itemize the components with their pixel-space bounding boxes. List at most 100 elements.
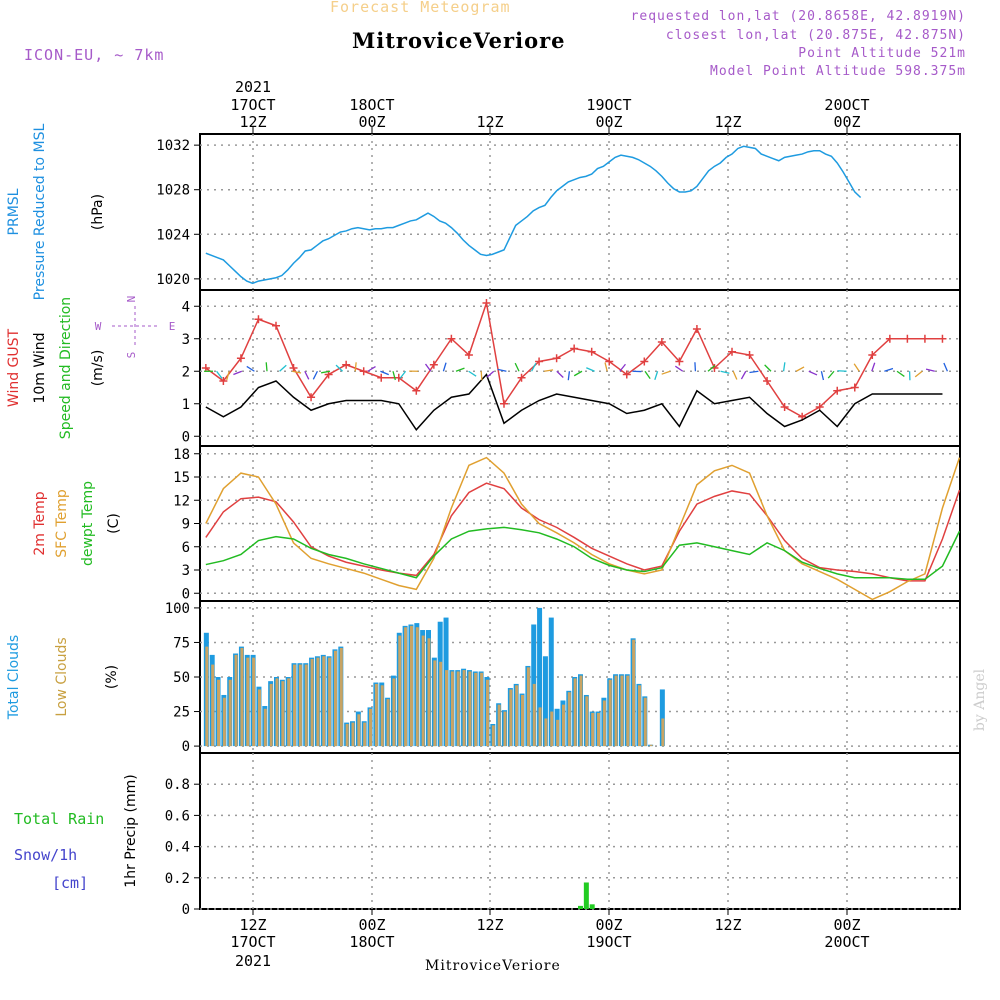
bar-clouds	[217, 679, 221, 747]
y-tick-label: 25	[173, 705, 190, 721]
series-line-pressure	[205, 145, 862, 285]
gust-marker	[868, 351, 877, 359]
wind-direction-arrow	[943, 362, 948, 372]
bar-clouds	[409, 625, 413, 747]
y-tick-label: 50	[173, 670, 190, 686]
legend-total-rain: Total Rain	[14, 810, 104, 828]
y-tick-label: 2	[182, 364, 190, 380]
wind-direction-arrow	[884, 367, 894, 372]
y-axis-label: 1hr Precip (mm)	[123, 774, 139, 887]
bar-clouds	[345, 723, 349, 747]
panel-pressure: 1020 1024 1028 1032 PRMSL Pressure Reduced to…	[6, 123, 961, 300]
gust-marker	[482, 299, 491, 307]
bar-clouds	[509, 689, 513, 747]
gust-marker	[938, 334, 947, 343]
bottom-date-label: 17OCT	[230, 933, 275, 951]
y-tick-label: 0.2	[165, 871, 190, 887]
bottom-date-label: 18OCT	[349, 933, 394, 951]
panel-frame	[199, 752, 961, 910]
wind-direction-arrow	[556, 370, 564, 378]
bar-clouds	[211, 664, 215, 747]
y-tick-label: 1032	[156, 138, 190, 154]
top-date-label: 18OCT	[349, 96, 394, 114]
bar-clouds	[322, 656, 326, 747]
compass-e: E	[169, 320, 176, 333]
bar-clouds	[392, 678, 396, 747]
wind-direction-arrow	[354, 362, 357, 372]
bar-clouds	[240, 647, 244, 747]
bar-clouds	[421, 635, 425, 747]
gust-marker	[622, 370, 631, 379]
wind-direction-arrow	[567, 371, 571, 381]
bar-clouds	[222, 697, 226, 747]
wind-direction-arrow	[480, 371, 483, 381]
y-tick-label: 18	[173, 447, 190, 463]
y-tick-label: 1024	[156, 227, 190, 243]
bar-clouds	[561, 704, 565, 747]
y-axis-label: 10m Wind	[32, 332, 48, 403]
bar-clouds	[602, 700, 606, 747]
wind-direction-arrow	[764, 364, 772, 372]
wind-direction-arrow	[304, 370, 310, 380]
bar-clouds	[298, 664, 302, 747]
y-tick-label: 0	[182, 739, 190, 755]
wind-direction-arrow	[380, 370, 389, 376]
bar-clouds	[474, 672, 478, 747]
bar-clouds	[275, 678, 279, 747]
model-altitude: Model Point Altitude 598.375m	[710, 64, 966, 79]
bar-clouds	[544, 718, 548, 747]
y-tick-label: 1020	[156, 272, 190, 288]
bar-clouds	[620, 675, 624, 747]
bar-clouds	[532, 683, 536, 747]
wind-direction-arrow	[871, 362, 876, 372]
bottom-date-label: 20OCT	[824, 933, 869, 951]
bar-precip	[589, 904, 595, 909]
gust-marker	[780, 403, 789, 411]
y-axis-label: SFC Temp	[54, 489, 70, 558]
wind-direction-arrow	[661, 370, 671, 375]
wind-direction-arrow	[424, 363, 432, 372]
legend-snow: Snow/1h	[14, 846, 77, 864]
bar-clouds	[398, 635, 402, 747]
wind-direction-arrow	[312, 370, 318, 380]
gust-marker	[289, 364, 298, 372]
bottom-hour-label: 00Z	[358, 916, 385, 934]
wind-direction-arrow	[531, 362, 537, 372]
gust-marker	[377, 373, 386, 382]
compass-n: N	[125, 296, 138, 303]
y-tick-label: 0	[182, 902, 190, 918]
bar-clouds	[287, 678, 291, 747]
bar-clouds	[257, 689, 261, 747]
top-date-label: 20OCT	[824, 96, 869, 114]
wind-direction-arrow	[644, 370, 651, 379]
bar-clouds	[462, 670, 466, 747]
wind-direction-arrow	[896, 370, 905, 377]
bar-clouds	[537, 607, 543, 747]
bar-clouds	[497, 704, 501, 747]
gust-marker	[587, 347, 596, 356]
bar-clouds	[351, 722, 355, 747]
bar-clouds	[567, 692, 571, 747]
bar-clouds	[659, 689, 665, 747]
y-tick-label: 9	[182, 517, 190, 533]
wind-direction-arrow	[442, 362, 447, 372]
top-date-label: 17OCT	[230, 96, 275, 114]
bottom-year-label: 2021	[235, 952, 271, 970]
requested-coords: requested lon,lat (20.8658E, 42.8919N)	[630, 9, 966, 24]
gust-marker	[745, 351, 754, 359]
bar-clouds	[608, 679, 612, 747]
station-title: MitroviceVeriore	[352, 28, 566, 53]
y-axis-label: (%)	[104, 665, 120, 689]
bar-clouds	[521, 694, 525, 747]
wind-direction-arrow	[497, 368, 507, 372]
bar-clouds	[369, 708, 373, 747]
wind-direction-arrow	[321, 370, 331, 374]
y-tick-label: 6	[182, 540, 190, 556]
bar-clouds	[281, 681, 285, 747]
wind-direction-arrow	[292, 370, 302, 374]
gust-marker	[517, 373, 526, 382]
gust-marker	[254, 315, 263, 324]
wind-direction-arrow	[720, 370, 730, 374]
wind-direction-arrow	[392, 371, 396, 381]
